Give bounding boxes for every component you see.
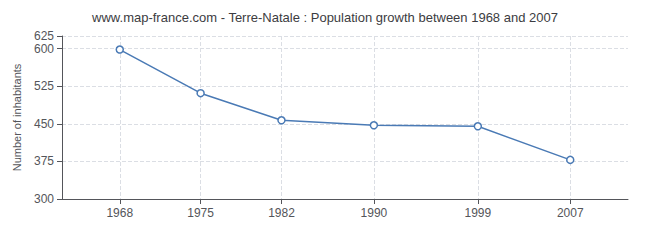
svg-text:1982: 1982 <box>268 206 295 220</box>
svg-text:450: 450 <box>34 117 54 131</box>
svg-text:1968: 1968 <box>106 206 133 220</box>
svg-text:2007: 2007 <box>557 206 584 220</box>
svg-text:1990: 1990 <box>361 206 388 220</box>
svg-text:525: 525 <box>34 79 54 93</box>
svg-text:625: 625 <box>34 29 54 43</box>
svg-text:1975: 1975 <box>187 206 214 220</box>
svg-text:Number of inhabitants: Number of inhabitants <box>11 63 23 171</box>
svg-text:600: 600 <box>34 42 54 56</box>
svg-text:1999: 1999 <box>464 206 491 220</box>
svg-text:375: 375 <box>34 154 54 168</box>
svg-text:300: 300 <box>34 192 54 206</box>
svg-text:www.map-france.com - Terre-Nat: www.map-france.com - Terre-Natale : Popu… <box>91 10 558 25</box>
